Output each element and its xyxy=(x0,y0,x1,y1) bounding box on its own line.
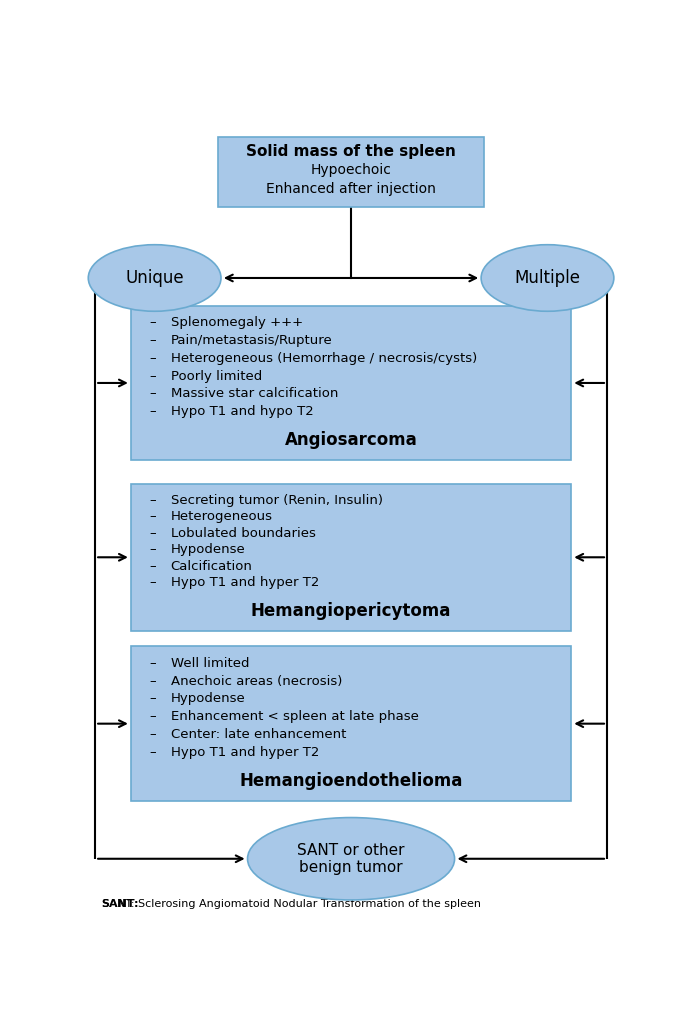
Text: –: – xyxy=(149,387,156,400)
Text: –: – xyxy=(149,576,156,590)
Text: Enhancement < spleen at late phase: Enhancement < spleen at late phase xyxy=(171,710,419,723)
Text: Hypoechoic: Hypoechoic xyxy=(310,164,392,177)
Text: Hemangioendothelioma: Hemangioendothelioma xyxy=(239,772,463,790)
Text: –: – xyxy=(149,369,156,383)
Text: –: – xyxy=(149,675,156,687)
Text: –: – xyxy=(149,729,156,741)
Text: –: – xyxy=(149,657,156,670)
Text: –: – xyxy=(149,333,156,347)
Text: –: – xyxy=(149,352,156,364)
Text: –: – xyxy=(149,527,156,539)
Text: –: – xyxy=(149,494,156,506)
Text: Hypodense: Hypodense xyxy=(171,693,245,706)
Text: Unique: Unique xyxy=(125,269,184,287)
FancyBboxPatch shape xyxy=(219,137,484,207)
Ellipse shape xyxy=(247,818,455,900)
Ellipse shape xyxy=(88,245,221,311)
Text: Hypo T1 and hypo T2: Hypo T1 and hypo T2 xyxy=(171,405,313,418)
Text: –: – xyxy=(149,710,156,723)
Text: SANT:: SANT: xyxy=(101,899,139,910)
Text: Solid mass of the spleen: Solid mass of the spleen xyxy=(246,144,456,158)
Text: Enhanced after injection: Enhanced after injection xyxy=(266,182,436,197)
FancyBboxPatch shape xyxy=(131,306,571,460)
Text: Hypodense: Hypodense xyxy=(171,543,245,557)
Text: Center: late enhancement: Center: late enhancement xyxy=(171,729,346,741)
Text: –: – xyxy=(149,693,156,706)
Text: SANT or other
benign tumor: SANT or other benign tumor xyxy=(297,843,405,875)
FancyBboxPatch shape xyxy=(131,646,571,801)
Text: Massive star calcification: Massive star calcification xyxy=(171,387,338,400)
Text: Anechoic areas (necrosis): Anechoic areas (necrosis) xyxy=(171,675,342,687)
Text: Pain/metastasis/Rupture: Pain/metastasis/Rupture xyxy=(171,333,332,347)
Text: Heterogeneous: Heterogeneous xyxy=(171,510,273,523)
Text: Hypo T1 and hyper T2: Hypo T1 and hyper T2 xyxy=(171,746,319,759)
Text: Hemangiopericytoma: Hemangiopericytoma xyxy=(251,602,451,619)
Text: Heterogeneous (Hemorrhage / necrosis/cysts): Heterogeneous (Hemorrhage / necrosis/cys… xyxy=(171,352,477,364)
Text: –: – xyxy=(149,405,156,418)
FancyBboxPatch shape xyxy=(131,484,571,631)
Text: Secreting tumor (Renin, Insulin): Secreting tumor (Renin, Insulin) xyxy=(171,494,382,506)
Text: –: – xyxy=(149,560,156,573)
Text: Angiosarcoma: Angiosarcoma xyxy=(285,431,417,450)
Text: –: – xyxy=(149,543,156,557)
Text: Hypo T1 and hyper T2: Hypo T1 and hyper T2 xyxy=(171,576,319,590)
Text: Calcification: Calcification xyxy=(171,560,253,573)
Text: –: – xyxy=(149,316,156,329)
Text: –: – xyxy=(149,746,156,759)
Text: Poorly limited: Poorly limited xyxy=(171,369,262,383)
Text: Splenomegaly +++: Splenomegaly +++ xyxy=(171,316,303,329)
Text: Multiple: Multiple xyxy=(514,269,580,287)
Text: –: – xyxy=(149,510,156,523)
Text: SANT: Sclerosing Angiomatoid Nodular Transformation of the spleen: SANT: Sclerosing Angiomatoid Nodular Tra… xyxy=(101,899,481,910)
Ellipse shape xyxy=(481,245,614,311)
Text: Lobulated boundaries: Lobulated boundaries xyxy=(171,527,315,539)
Text: Well limited: Well limited xyxy=(171,657,249,670)
